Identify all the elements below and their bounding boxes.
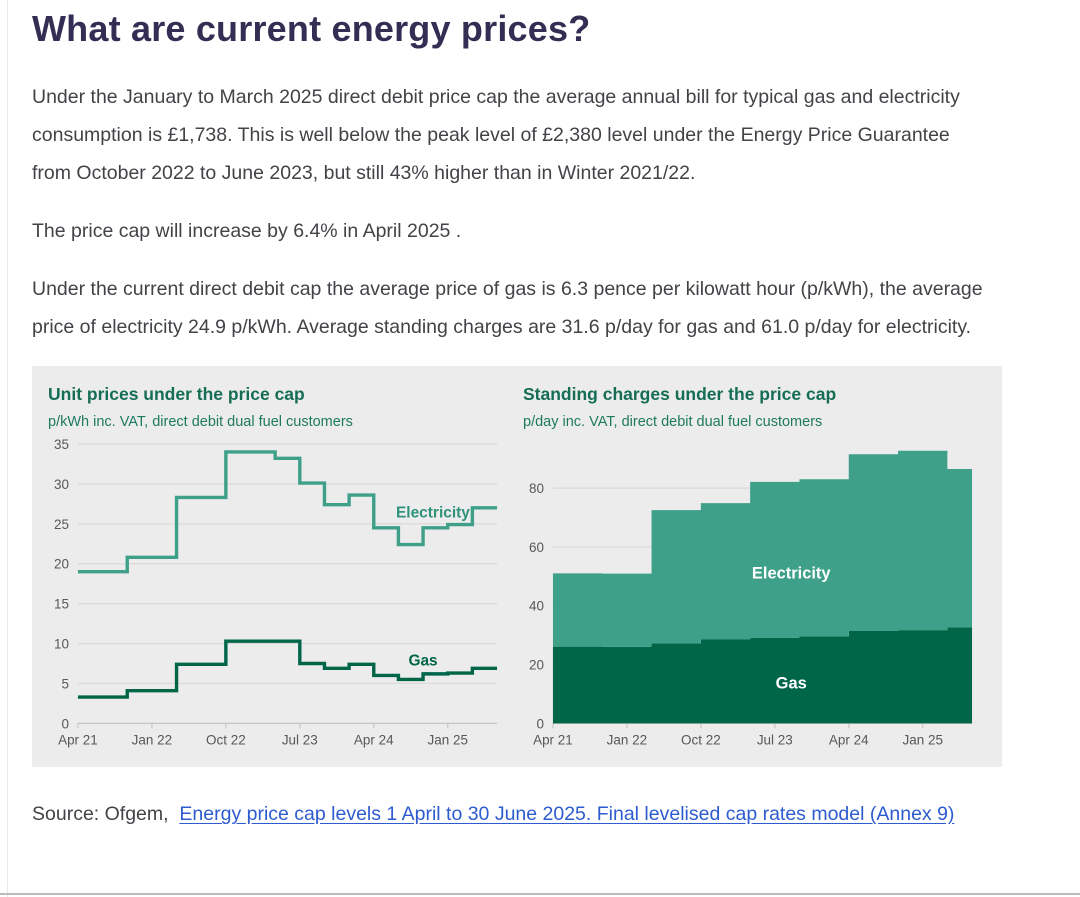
svg-text:30: 30 <box>54 477 69 492</box>
svg-text:5: 5 <box>61 676 68 691</box>
svg-text:Oct 22: Oct 22 <box>206 732 246 747</box>
unit-prices-chart-subtitle: p/kWh inc. VAT, direct debit dual fuel c… <box>48 414 353 430</box>
svg-text:20: 20 <box>54 557 69 572</box>
svg-text:35: 35 <box>54 437 69 452</box>
svg-text:80: 80 <box>529 481 544 496</box>
unit-prices-paragraph: Under the current direct debit cap the a… <box>32 278 983 338</box>
svg-text:Electricity: Electricity <box>396 505 470 522</box>
svg-text:15: 15 <box>54 597 69 612</box>
article-page: What are current energy prices? Under th… <box>32 8 1002 833</box>
svg-text:40: 40 <box>529 599 544 614</box>
unit-prices-chart-title: Unit prices under the price cap <box>48 384 305 404</box>
page-title: What are current energy prices? <box>32 8 591 49</box>
svg-text:Oct 22: Oct 22 <box>681 732 721 747</box>
svg-text:Electricity: Electricity <box>752 564 832 582</box>
svg-text:Apr 24: Apr 24 <box>829 732 869 747</box>
standing-charges-plot: 0 20 40 60 80 Apr 21 Jan 22 Oct 22 Jul 23 Apr 24 J… <box>529 450 973 747</box>
svg-text:Apr 24: Apr 24 <box>354 732 394 747</box>
svg-text:10: 10 <box>54 637 69 652</box>
svg-text:Gas: Gas <box>408 652 437 669</box>
standing-charges-chart-subtitle: p/day inc. VAT, direct debit dual fuel c… <box>523 414 823 430</box>
svg-text:25: 25 <box>54 517 69 532</box>
svg-text:Jan 25: Jan 25 <box>427 732 467 747</box>
svg-text:20: 20 <box>529 658 544 673</box>
source-prefix: Source: Ofgem, <box>32 803 180 826</box>
page-left-border <box>7 0 8 897</box>
source-link[interactable]: Energy price cap levels 1 April to 30 Ju… <box>179 803 955 826</box>
svg-text:0: 0 <box>536 716 544 731</box>
svg-text:Apr 21: Apr 21 <box>58 732 98 747</box>
svg-text:60: 60 <box>529 540 544 555</box>
svg-text:Jul 23: Jul 23 <box>757 732 793 747</box>
intro-paragraph: Under the January to March 2025 direct d… <box>32 86 960 184</box>
standing-charges-chart: Standing charges under the price cap p/d… <box>523 384 986 757</box>
price-cap-increase-paragraph: The price cap will increase by 6.4% in A… <box>32 220 462 242</box>
svg-text:Jan 25: Jan 25 <box>902 732 942 747</box>
svg-text:Jan 22: Jan 22 <box>132 732 172 747</box>
svg-text:Apr 21: Apr 21 <box>533 732 573 747</box>
page-bottom-border <box>0 893 1080 895</box>
charts-panel: Unit prices under the price cap p/kWh in… <box>32 366 1002 768</box>
unit-prices-chart: Unit prices under the price cap p/kWh in… <box>48 384 511 757</box>
unit-prices-plot: 0 5 10 15 20 25 30 35 Apr 21 Jan 22 Oct 22 Jul 23 Ap… <box>54 437 498 747</box>
svg-text:Jul 23: Jul 23 <box>282 732 318 747</box>
source-line: Source: Ofgem, Energy price cap levels 1… <box>32 795 984 833</box>
standing-charges-chart-title: Standing charges under the price cap <box>523 384 837 404</box>
svg-text:Gas: Gas <box>776 675 807 693</box>
svg-text:0: 0 <box>61 716 68 731</box>
svg-text:Jan 22: Jan 22 <box>607 732 647 747</box>
